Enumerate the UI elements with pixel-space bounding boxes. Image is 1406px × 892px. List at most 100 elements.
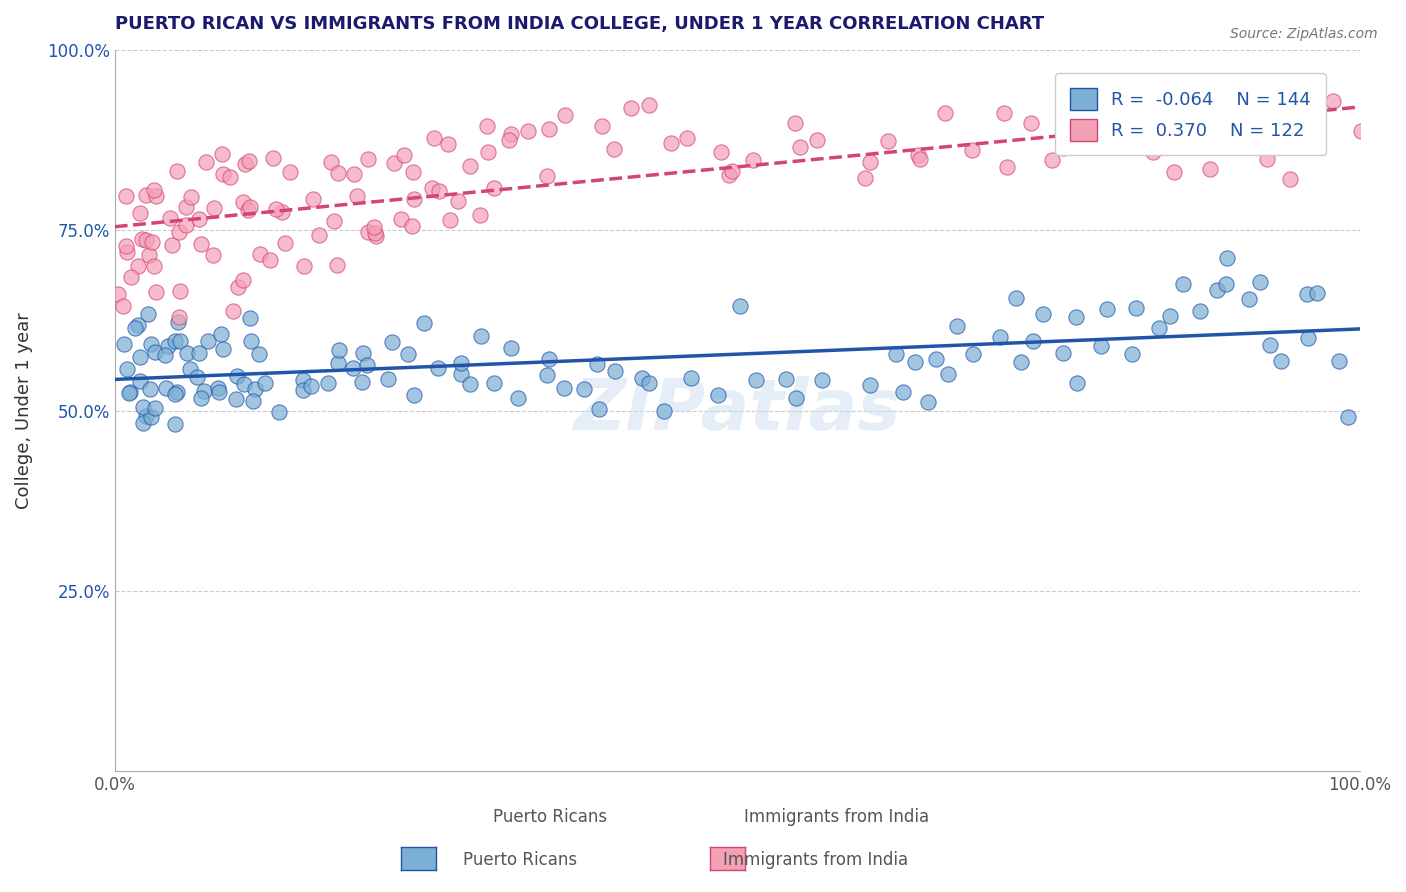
Point bbox=[1173, 277, 1195, 291]
Point bbox=[226, 280, 249, 294]
Point bbox=[139, 382, 162, 396]
Point bbox=[458, 376, 481, 391]
Point bbox=[202, 201, 225, 215]
Point bbox=[1078, 99, 1101, 113]
Point bbox=[193, 384, 215, 399]
Point bbox=[995, 160, 1018, 174]
Point bbox=[139, 336, 162, 351]
Point bbox=[111, 299, 134, 313]
Point bbox=[187, 211, 209, 226]
Point bbox=[274, 236, 297, 251]
Point bbox=[1019, 116, 1042, 130]
Point bbox=[538, 122, 561, 136]
Point bbox=[439, 213, 461, 227]
Point bbox=[484, 181, 506, 195]
Point bbox=[377, 371, 399, 385]
Point bbox=[132, 400, 155, 414]
Point bbox=[1064, 310, 1087, 324]
Y-axis label: College, Under 1 year: College, Under 1 year bbox=[15, 312, 32, 509]
Point bbox=[219, 170, 242, 185]
Point bbox=[853, 170, 876, 185]
Point bbox=[249, 247, 271, 261]
Point bbox=[143, 259, 166, 273]
Point bbox=[946, 319, 969, 334]
Point bbox=[236, 202, 259, 217]
Point bbox=[233, 376, 256, 391]
Point bbox=[319, 154, 342, 169]
Point bbox=[120, 270, 142, 285]
Point bbox=[1090, 138, 1112, 153]
Point bbox=[162, 238, 184, 252]
Point bbox=[128, 350, 150, 364]
Point bbox=[115, 239, 138, 253]
Point bbox=[637, 376, 659, 390]
Point bbox=[176, 345, 198, 359]
Point bbox=[159, 211, 181, 225]
Point bbox=[188, 345, 211, 359]
Point bbox=[450, 367, 472, 381]
Point bbox=[254, 376, 277, 391]
Point bbox=[135, 409, 157, 424]
Point bbox=[1125, 301, 1147, 315]
Point bbox=[352, 346, 374, 360]
Point bbox=[1147, 321, 1170, 335]
Point bbox=[891, 385, 914, 400]
Point bbox=[398, 347, 420, 361]
Point bbox=[155, 348, 177, 362]
Point bbox=[211, 343, 233, 357]
Point bbox=[422, 181, 444, 195]
Point bbox=[554, 108, 576, 122]
Point bbox=[271, 204, 294, 219]
Point bbox=[1052, 140, 1074, 154]
Point bbox=[412, 316, 434, 330]
Point bbox=[163, 334, 186, 349]
Point bbox=[401, 219, 423, 233]
Point bbox=[233, 157, 256, 171]
Point bbox=[1296, 129, 1319, 144]
Point bbox=[1005, 291, 1028, 305]
Point bbox=[138, 248, 160, 262]
Point bbox=[710, 145, 733, 160]
Point bbox=[1052, 345, 1074, 359]
Text: Puerto Ricans: Puerto Ricans bbox=[494, 808, 607, 826]
Point bbox=[1010, 355, 1032, 369]
Point bbox=[718, 168, 741, 182]
Point bbox=[169, 310, 191, 324]
Point bbox=[447, 194, 470, 208]
Point bbox=[155, 380, 177, 394]
Point bbox=[180, 190, 202, 204]
Point bbox=[132, 416, 155, 430]
Point bbox=[301, 192, 323, 206]
Point bbox=[402, 192, 425, 206]
Point bbox=[165, 387, 187, 401]
Point bbox=[536, 368, 558, 383]
Point bbox=[292, 259, 315, 273]
Point bbox=[468, 208, 491, 222]
Point bbox=[785, 391, 807, 405]
Point bbox=[143, 345, 166, 359]
Point bbox=[382, 156, 405, 170]
Point bbox=[934, 106, 956, 120]
Point bbox=[1213, 123, 1236, 137]
Point bbox=[145, 189, 167, 203]
Point bbox=[128, 374, 150, 388]
Point bbox=[1327, 353, 1350, 368]
Point bbox=[131, 232, 153, 246]
Point bbox=[299, 379, 322, 393]
Point bbox=[936, 367, 959, 381]
Text: Puerto Ricans: Puerto Ricans bbox=[463, 851, 578, 869]
Point bbox=[207, 381, 229, 395]
Point bbox=[603, 142, 626, 156]
Point bbox=[482, 376, 505, 390]
Point bbox=[1322, 95, 1344, 109]
Point bbox=[242, 393, 264, 408]
Point bbox=[226, 369, 249, 384]
Point bbox=[516, 123, 538, 137]
Point bbox=[1350, 124, 1372, 138]
Legend: R =  -0.064    N = 144, R =  0.370    N = 122: R = -0.064 N = 144, R = 0.370 N = 122 bbox=[1056, 73, 1326, 155]
Point bbox=[1258, 337, 1281, 351]
Text: Immigrants from India: Immigrants from India bbox=[744, 808, 929, 826]
Text: PUERTO RICAN VS IMMIGRANTS FROM INDIA COLLEGE, UNDER 1 YEAR CORRELATION CHART: PUERTO RICAN VS IMMIGRANTS FROM INDIA CO… bbox=[115, 15, 1043, 33]
Point bbox=[806, 133, 828, 147]
Text: Immigrants from India: Immigrants from India bbox=[723, 851, 908, 869]
